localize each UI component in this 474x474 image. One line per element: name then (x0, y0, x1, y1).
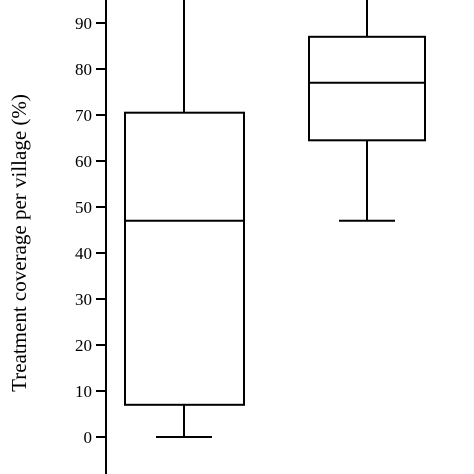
y-tick-label-7: 60 (75, 152, 92, 171)
y-axis-title: Treatment coverage per village (%) (7, 94, 31, 392)
box-1 (124, 0, 245, 438)
box-series (124, 0, 426, 438)
y-tick-label-4: 30 (75, 290, 92, 309)
y-tick-label-5: 40 (75, 244, 92, 263)
y-tick-label-1: 0 (84, 428, 93, 447)
y-tick-label-2: 10 (75, 382, 92, 401)
box-2 (308, 0, 426, 222)
box-2-iqr-rect (308, 35, 426, 142)
y-tick-label-8: 70 (75, 106, 92, 125)
box-1-iqr-rect (124, 111, 245, 406)
y-axis-ticks: -100102030405060708090 (75, 14, 106, 447)
y-tick-label-9: 80 (75, 60, 92, 79)
y-tick-label-3: 20 (75, 336, 92, 355)
y-tick-label-10: 90 (75, 14, 92, 33)
y-tick-label-6: 50 (75, 198, 92, 217)
